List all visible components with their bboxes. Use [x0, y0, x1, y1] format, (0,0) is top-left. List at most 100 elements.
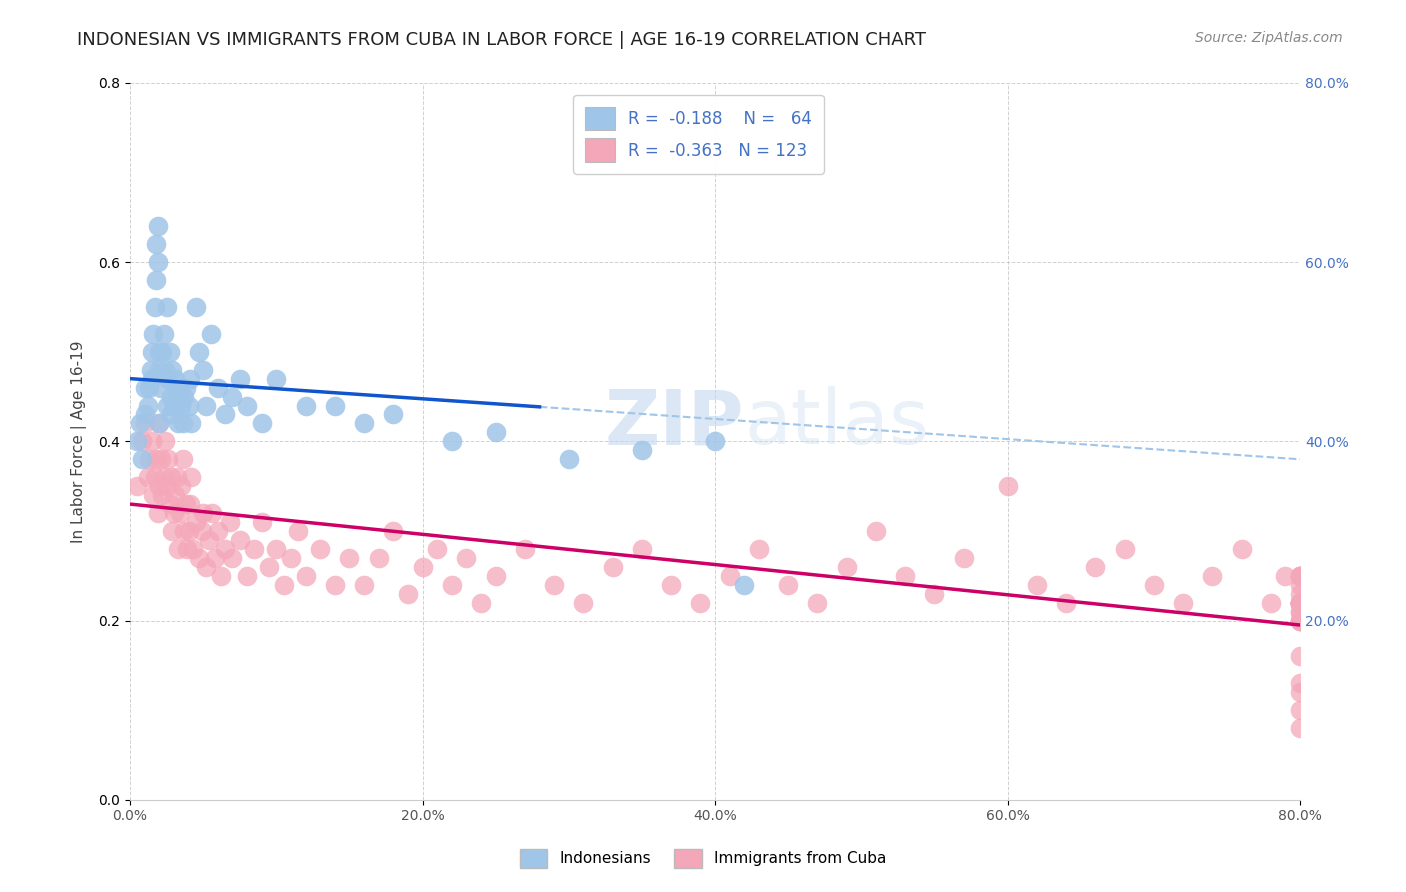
Point — [266, 541, 288, 556]
Point — [865, 524, 887, 538]
Point — [145, 237, 167, 252]
Point — [214, 408, 236, 422]
Point — [180, 470, 202, 484]
Point — [470, 596, 492, 610]
Point — [485, 568, 508, 582]
Point — [733, 578, 755, 592]
Point — [165, 488, 187, 502]
Point — [148, 362, 170, 376]
Point — [273, 578, 295, 592]
Point — [1230, 541, 1253, 556]
Point — [1289, 568, 1312, 582]
Legend: R =  -0.188    N =   64, R =  -0.363   N = 123: R = -0.188 N = 64, R = -0.363 N = 123 — [574, 95, 824, 174]
Point — [1289, 596, 1312, 610]
Point — [894, 568, 917, 582]
Point — [193, 506, 215, 520]
Point — [412, 559, 434, 574]
Point — [221, 550, 243, 565]
Point — [166, 390, 188, 404]
Point — [170, 479, 193, 493]
Point — [138, 452, 160, 467]
Point — [157, 371, 180, 385]
Point — [143, 470, 166, 484]
Point — [1289, 676, 1312, 690]
Point — [172, 452, 194, 467]
Point — [149, 381, 172, 395]
Point — [136, 399, 159, 413]
Point — [631, 541, 654, 556]
Point — [176, 541, 198, 556]
Point — [152, 326, 174, 341]
Point — [209, 568, 232, 582]
Point — [177, 399, 200, 413]
Point — [160, 390, 183, 404]
Point — [157, 452, 180, 467]
Point — [1289, 596, 1312, 610]
Point — [1289, 587, 1312, 601]
Point — [1289, 568, 1312, 582]
Point — [339, 550, 361, 565]
Point — [160, 470, 183, 484]
Point — [1289, 596, 1312, 610]
Point — [1289, 596, 1312, 610]
Point — [309, 541, 332, 556]
Point — [1114, 541, 1136, 556]
Point — [218, 515, 240, 529]
Point — [748, 541, 770, 556]
Point — [162, 524, 184, 538]
Point — [127, 434, 149, 449]
Point — [689, 596, 711, 610]
Point — [204, 550, 226, 565]
Point — [167, 417, 190, 431]
Point — [806, 596, 828, 610]
Point — [440, 578, 463, 592]
Point — [150, 488, 173, 502]
Point — [153, 362, 176, 376]
Point — [1289, 568, 1312, 582]
Text: atlas: atlas — [744, 386, 929, 460]
Point — [156, 479, 179, 493]
Point — [146, 506, 169, 520]
Point — [167, 541, 190, 556]
Point — [152, 470, 174, 484]
Point — [257, 559, 280, 574]
Point — [1289, 614, 1312, 628]
Point — [236, 399, 259, 413]
Point — [166, 470, 188, 484]
Point — [160, 408, 183, 422]
Point — [558, 452, 581, 467]
Point — [236, 568, 259, 582]
Point — [163, 399, 186, 413]
Point — [221, 390, 243, 404]
Point — [1289, 703, 1312, 717]
Point — [174, 497, 197, 511]
Point — [1289, 605, 1312, 619]
Point — [200, 326, 222, 341]
Point — [952, 550, 974, 565]
Point — [170, 399, 193, 413]
Point — [173, 524, 195, 538]
Point — [169, 506, 191, 520]
Point — [294, 399, 316, 413]
Text: INDONESIAN VS IMMIGRANTS FROM CUBA IN LABOR FORCE | AGE 16-19 CORRELATION CHART: INDONESIAN VS IMMIGRANTS FROM CUBA IN LA… — [77, 31, 927, 49]
Point — [440, 434, 463, 449]
Point — [184, 515, 207, 529]
Point — [1289, 649, 1312, 664]
Point — [141, 344, 163, 359]
Point — [1289, 614, 1312, 628]
Point — [659, 578, 682, 592]
Point — [1289, 596, 1312, 610]
Point — [141, 371, 163, 385]
Point — [1289, 605, 1312, 619]
Point — [162, 362, 184, 376]
Point — [136, 470, 159, 484]
Point — [924, 587, 946, 601]
Point — [149, 452, 172, 467]
Point — [353, 417, 375, 431]
Point — [195, 399, 218, 413]
Point — [214, 541, 236, 556]
Point — [134, 417, 156, 431]
Point — [456, 550, 478, 565]
Point — [207, 381, 229, 395]
Point — [145, 273, 167, 287]
